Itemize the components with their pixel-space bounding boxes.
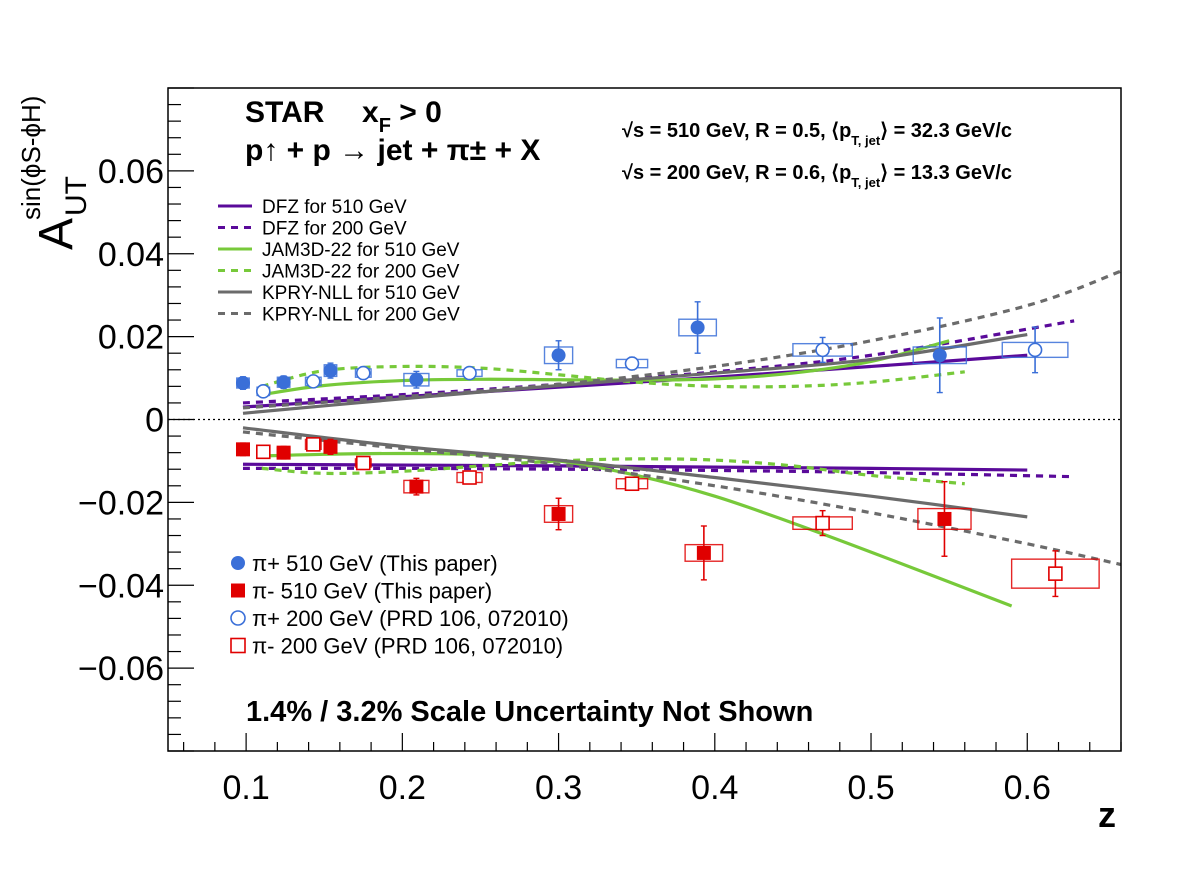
model-curve	[242, 269, 1122, 410]
legend-marker	[231, 556, 245, 570]
legend-marker	[231, 583, 245, 598]
star-label: STAR	[245, 96, 325, 129]
data-point	[1048, 566, 1063, 581]
energy-label-200: √s = 200 GeV, R = 0.6, ⟨pT, jet⟩ = 13.3 …	[622, 162, 1012, 190]
data-point	[690, 320, 705, 335]
legend-label: JAM3D-22 for 510 GeV	[262, 240, 460, 261]
data-point	[624, 356, 640, 371]
legend-label: KPRY-NLL for 510 GeV	[262, 283, 460, 304]
legend-marker	[230, 637, 246, 654]
y-tick-label: 0.04	[98, 236, 164, 274]
y-tick-label: 0.06	[98, 153, 164, 191]
footer-note: 1.4% / 3.2% Scale Uncertainty Not Shown	[246, 696, 813, 728]
xf-cut-label: xF > 0	[362, 96, 442, 137]
legend-label: π+ 510 GeV (This paper)	[252, 551, 498, 576]
x-tick-label: 0.4	[691, 769, 738, 807]
x-axis-title: z	[1098, 794, 1116, 835]
data-point	[1027, 342, 1043, 358]
y-tick-label: 0.02	[98, 319, 164, 357]
data-point	[815, 515, 830, 531]
legend-label: KPRY-NLL for 200 GeV	[262, 305, 460, 326]
model-curve	[242, 426, 1028, 519]
data-point	[932, 348, 947, 363]
data-point	[937, 511, 952, 526]
y-tick-label: −0.06	[78, 650, 164, 688]
model-curve	[242, 430, 1122, 567]
y-tick-label: −0.02	[78, 484, 164, 522]
data-point	[235, 376, 250, 391]
data-point	[624, 476, 640, 492]
y-axis-title: A UT sin(ϕS-ϕH)	[16, 96, 93, 250]
data-point	[355, 365, 371, 381]
data-point	[323, 439, 338, 454]
x-tick-label: 0.2	[379, 769, 426, 807]
svg-text:sin(ϕS-ϕH): sin(ϕS-ϕH)	[16, 96, 46, 220]
legend-label: π- 510 GeV (This paper)	[252, 579, 492, 604]
data-point	[462, 365, 477, 381]
data-point	[305, 437, 321, 452]
x-tick-label: 0.5	[847, 769, 894, 807]
model-curves	[242, 269, 1122, 608]
data-point	[696, 545, 711, 560]
data-point	[815, 342, 830, 358]
data-point	[276, 445, 291, 460]
legend-label: DFZ for 510 GeV	[262, 197, 407, 218]
x-tick-label: 0.3	[535, 769, 582, 807]
legend-marker	[230, 610, 246, 626]
data-point	[305, 374, 321, 389]
legend-label: π+ 200 GeV (PRD 106, 072010)	[252, 606, 569, 631]
y-tick-label: −0.04	[78, 567, 164, 605]
model-curve	[261, 457, 965, 486]
tick-labels: 0.1 0.2 0.3 0.4 0.5 0.6 −0.06 −0.04 −0.02 0 0.02 0.…	[78, 153, 1051, 807]
data-points	[235, 301, 1100, 598]
data-point	[409, 372, 424, 387]
data-point	[323, 363, 338, 378]
model-curve	[261, 451, 1013, 608]
data-point	[462, 470, 477, 485]
svg-text:A: A	[30, 218, 83, 250]
data-point	[409, 479, 424, 494]
model-curve	[242, 332, 1028, 415]
legend-label: π- 200 GeV (PRD 106, 072010)	[252, 634, 563, 659]
data-point	[551, 506, 566, 521]
energy-label-510: √s = 510 GeV, R = 0.5, ⟨pT, jet⟩ = 32.3 …	[622, 120, 1012, 148]
x-tick-label: 0.6	[1004, 769, 1051, 807]
model-curve	[242, 462, 1028, 472]
data-point	[235, 442, 250, 457]
data-point	[255, 444, 271, 460]
data-point	[551, 348, 566, 363]
data-point	[276, 375, 291, 390]
axes	[167, 87, 1122, 752]
data-point	[355, 455, 371, 471]
y-tick-label: 0	[145, 402, 164, 440]
reaction-label: p↑ + p → jet + π± + X	[245, 134, 540, 167]
svg-text:UT: UT	[60, 176, 93, 216]
legend-label: DFZ for 200 GeV	[262, 219, 407, 240]
point-legend: π+ 510 GeV (This paper) π- 510 GeV (This …	[230, 551, 569, 659]
x-tick-label: 0.1	[222, 769, 269, 807]
data-point	[255, 384, 271, 399]
legend-label: JAM3D-22 for 200 GeV	[262, 262, 460, 283]
